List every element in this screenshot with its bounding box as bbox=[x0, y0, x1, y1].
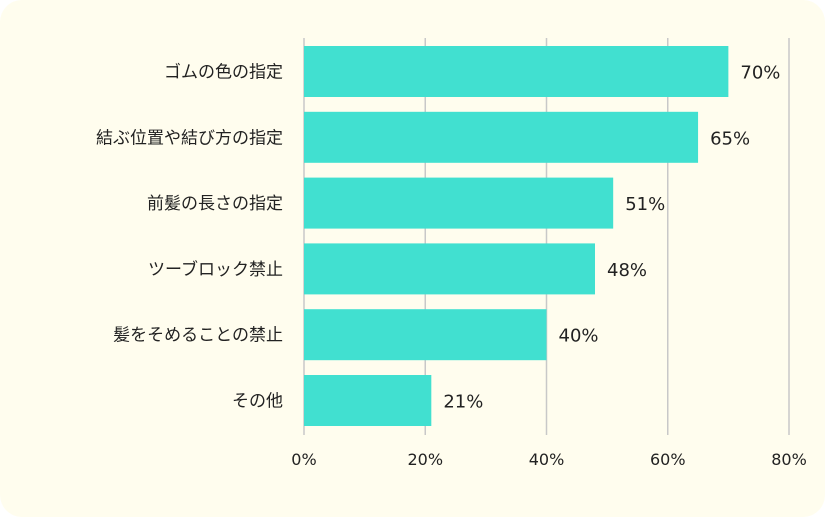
category-label: ゴムの色の指定 bbox=[164, 62, 283, 83]
category-label: ツーブロック禁止 bbox=[148, 259, 283, 280]
bar bbox=[304, 111, 699, 163]
grid-lines bbox=[303, 38, 790, 435]
category-label: 結ぶ位置や結び方の指定 bbox=[96, 128, 283, 148]
value-label: 48% bbox=[607, 260, 647, 281]
value-label: 40% bbox=[559, 326, 599, 347]
x-tick-label: 0% bbox=[291, 450, 316, 469]
value-label: 70% bbox=[740, 63, 780, 84]
category-label: 髪をそめることの禁止 bbox=[113, 326, 283, 346]
bar bbox=[304, 375, 432, 426]
category-labels: ゴムの色の指定結ぶ位置や結び方の指定前髪の長さの指定ツーブロック禁止髪をそめるこ… bbox=[96, 62, 283, 412]
value-label: 21% bbox=[443, 392, 483, 413]
bar bbox=[304, 309, 547, 361]
category-label: 前髪の長さの指定 bbox=[147, 194, 283, 214]
bar bbox=[304, 46, 729, 97]
value-label: 65% bbox=[710, 128, 750, 149]
bars bbox=[304, 46, 729, 426]
x-tick-label: 40% bbox=[529, 450, 565, 469]
value-labels: 70% 65% 51% 48% 40% 21% bbox=[443, 63, 780, 413]
x-tick-label: 60% bbox=[650, 450, 686, 469]
bar bbox=[304, 243, 595, 295]
x-tick-label: 80% bbox=[771, 450, 807, 469]
x-tick-labels: 0% 20% 40% 60% 80% bbox=[291, 450, 806, 469]
value-label: 51% bbox=[625, 194, 665, 215]
category-label: その他 bbox=[232, 392, 283, 412]
bar bbox=[304, 177, 614, 229]
x-tick-label: 20% bbox=[407, 450, 443, 469]
